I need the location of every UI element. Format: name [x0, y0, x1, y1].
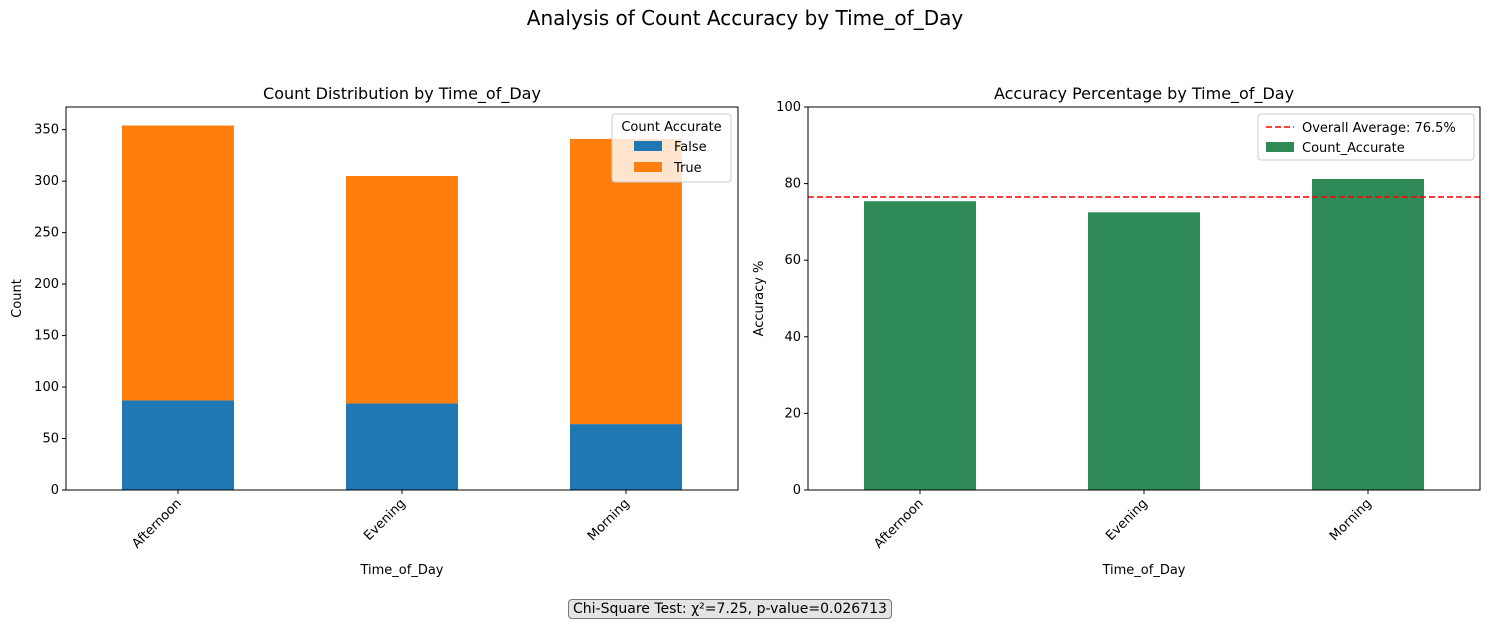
right-legend-bar-swatch	[1266, 142, 1294, 152]
left-ytick-label: 300	[34, 174, 59, 189]
right-ytick-label: 80	[784, 177, 801, 192]
right-legend-label-series: Count_Accurate	[1302, 141, 1405, 156]
left-bar-false-afternoon	[122, 400, 234, 490]
left-xtick-label: Afternoon	[129, 496, 184, 551]
right-ytick-label: 0	[793, 483, 801, 498]
right-xtick-label: Afternoon	[871, 496, 926, 551]
chi-square-annotation: Chi-Square Test: χ²=7.25, p-value=0.0267…	[568, 599, 892, 619]
right-xtick-label: Morning	[1327, 496, 1375, 544]
left-ytick-label: 200	[34, 277, 59, 292]
left-y-axis-label: Count	[10, 279, 25, 318]
right-bar-morning	[1312, 179, 1424, 490]
left-legend-title: Count Accurate	[621, 120, 721, 135]
left-ytick-label: 50	[42, 432, 59, 447]
left-chart-title: Count Distribution by Time_of_Day	[263, 84, 541, 104]
left-ytick-label: 150	[34, 329, 59, 344]
right-xtick-label: Evening	[1103, 496, 1151, 544]
left-legend-swatch-true	[634, 162, 662, 172]
left-legend-label-true: True	[673, 161, 702, 176]
left-ytick-label: 0	[51, 483, 59, 498]
figure-title: Analysis of Count Accuracy by Time_of_Da…	[526, 6, 964, 30]
left-ytick-label: 100	[34, 380, 59, 395]
right-ytick-label: 40	[784, 330, 801, 345]
right-legend-label-average: Overall Average: 76.5%	[1302, 121, 1456, 136]
left-bar-true-afternoon	[122, 125, 234, 401]
right-ytick-label: 100	[776, 100, 801, 115]
right-y-axis-label: Accuracy %	[752, 261, 767, 337]
left-x-axis-label: Time_of_Day	[359, 563, 443, 578]
right-bar-afternoon	[864, 201, 976, 490]
right-ytick-label: 20	[784, 406, 801, 421]
right-bar-evening	[1088, 212, 1200, 490]
left-legend-swatch-false	[634, 141, 662, 151]
right-legend-box	[1257, 113, 1475, 161]
left-bar-true-evening	[346, 175, 458, 404]
right-x-axis-label: Time_of_Day	[1101, 563, 1185, 578]
left-xtick-label: Evening	[361, 496, 409, 544]
left-ytick-label: 350	[34, 123, 59, 138]
left-bar-true-morning	[570, 138, 682, 425]
right-ytick-label: 60	[784, 253, 801, 268]
left-xtick-label: Morning	[585, 496, 633, 544]
right-chart-title: Accuracy Percentage by Time_of_Day	[994, 84, 1294, 104]
left-ytick-label: 250	[34, 226, 59, 241]
left-bar-false-morning	[570, 424, 682, 490]
left-bar-false-evening	[346, 403, 458, 490]
left-legend-label-false: False	[674, 140, 707, 155]
